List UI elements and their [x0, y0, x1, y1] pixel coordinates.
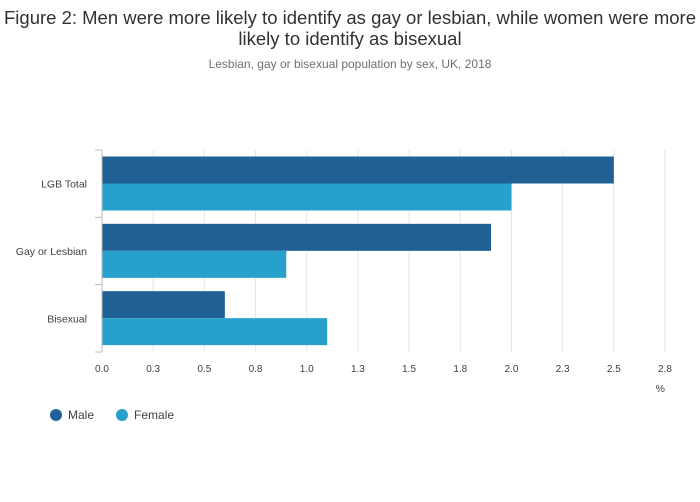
- legend-swatch-female: [116, 409, 129, 421]
- bar-female-1: [102, 250, 287, 278]
- x-tick-label: 1.5: [402, 364, 416, 375]
- x-tick-label: 0.0: [95, 364, 109, 375]
- bar-female-0: [102, 183, 512, 211]
- legend-swatch-male: [50, 409, 62, 421]
- legend-label-female: Female: [134, 408, 175, 422]
- chart-title: Figure 2: Men were more likely to identi…: [4, 7, 696, 49]
- bars-layer: [102, 156, 614, 346]
- category-label: Gay or Lesbian: [16, 246, 87, 258]
- legend-item-male[interactable]: Male: [50, 408, 94, 422]
- x-tick-label: 1.0: [300, 364, 314, 375]
- axis-layer: 0.0 0.3 0.5 0.8 1.0 1.3 1.5 1.8 2.0 2.3 2.5 2.8 LGB …: [16, 149, 672, 395]
- x-tick-label: 2.5: [607, 364, 621, 375]
- x-tick-label: 0.8: [249, 364, 263, 375]
- x-tick-label: 2.8: [658, 364, 672, 375]
- x-tick-label: 2.0: [505, 364, 519, 375]
- chart-subtitle: Lesbian, gay or bisexual population by s…: [208, 57, 492, 71]
- x-tick-label: 0.3: [146, 364, 160, 375]
- bar-male-2: [102, 291, 225, 319]
- legend-item-female[interactable]: Female: [116, 408, 174, 422]
- category-label: LGB Total: [41, 179, 87, 191]
- legend-label-male: Male: [68, 408, 95, 422]
- bar-male-1: [102, 223, 491, 251]
- category-label: Bisexual: [47, 313, 87, 325]
- x-tick-label: 2.3: [556, 364, 570, 375]
- x-tick-label: 0.5: [197, 364, 211, 375]
- bar-male-0: [102, 156, 614, 184]
- x-tick-label: 1.3: [351, 364, 365, 375]
- bar-female-2: [102, 318, 328, 346]
- legend: Male Female: [50, 408, 174, 422]
- x-tick-label: 1.8: [453, 364, 467, 375]
- x-axis-unit-label: %: [656, 383, 665, 395]
